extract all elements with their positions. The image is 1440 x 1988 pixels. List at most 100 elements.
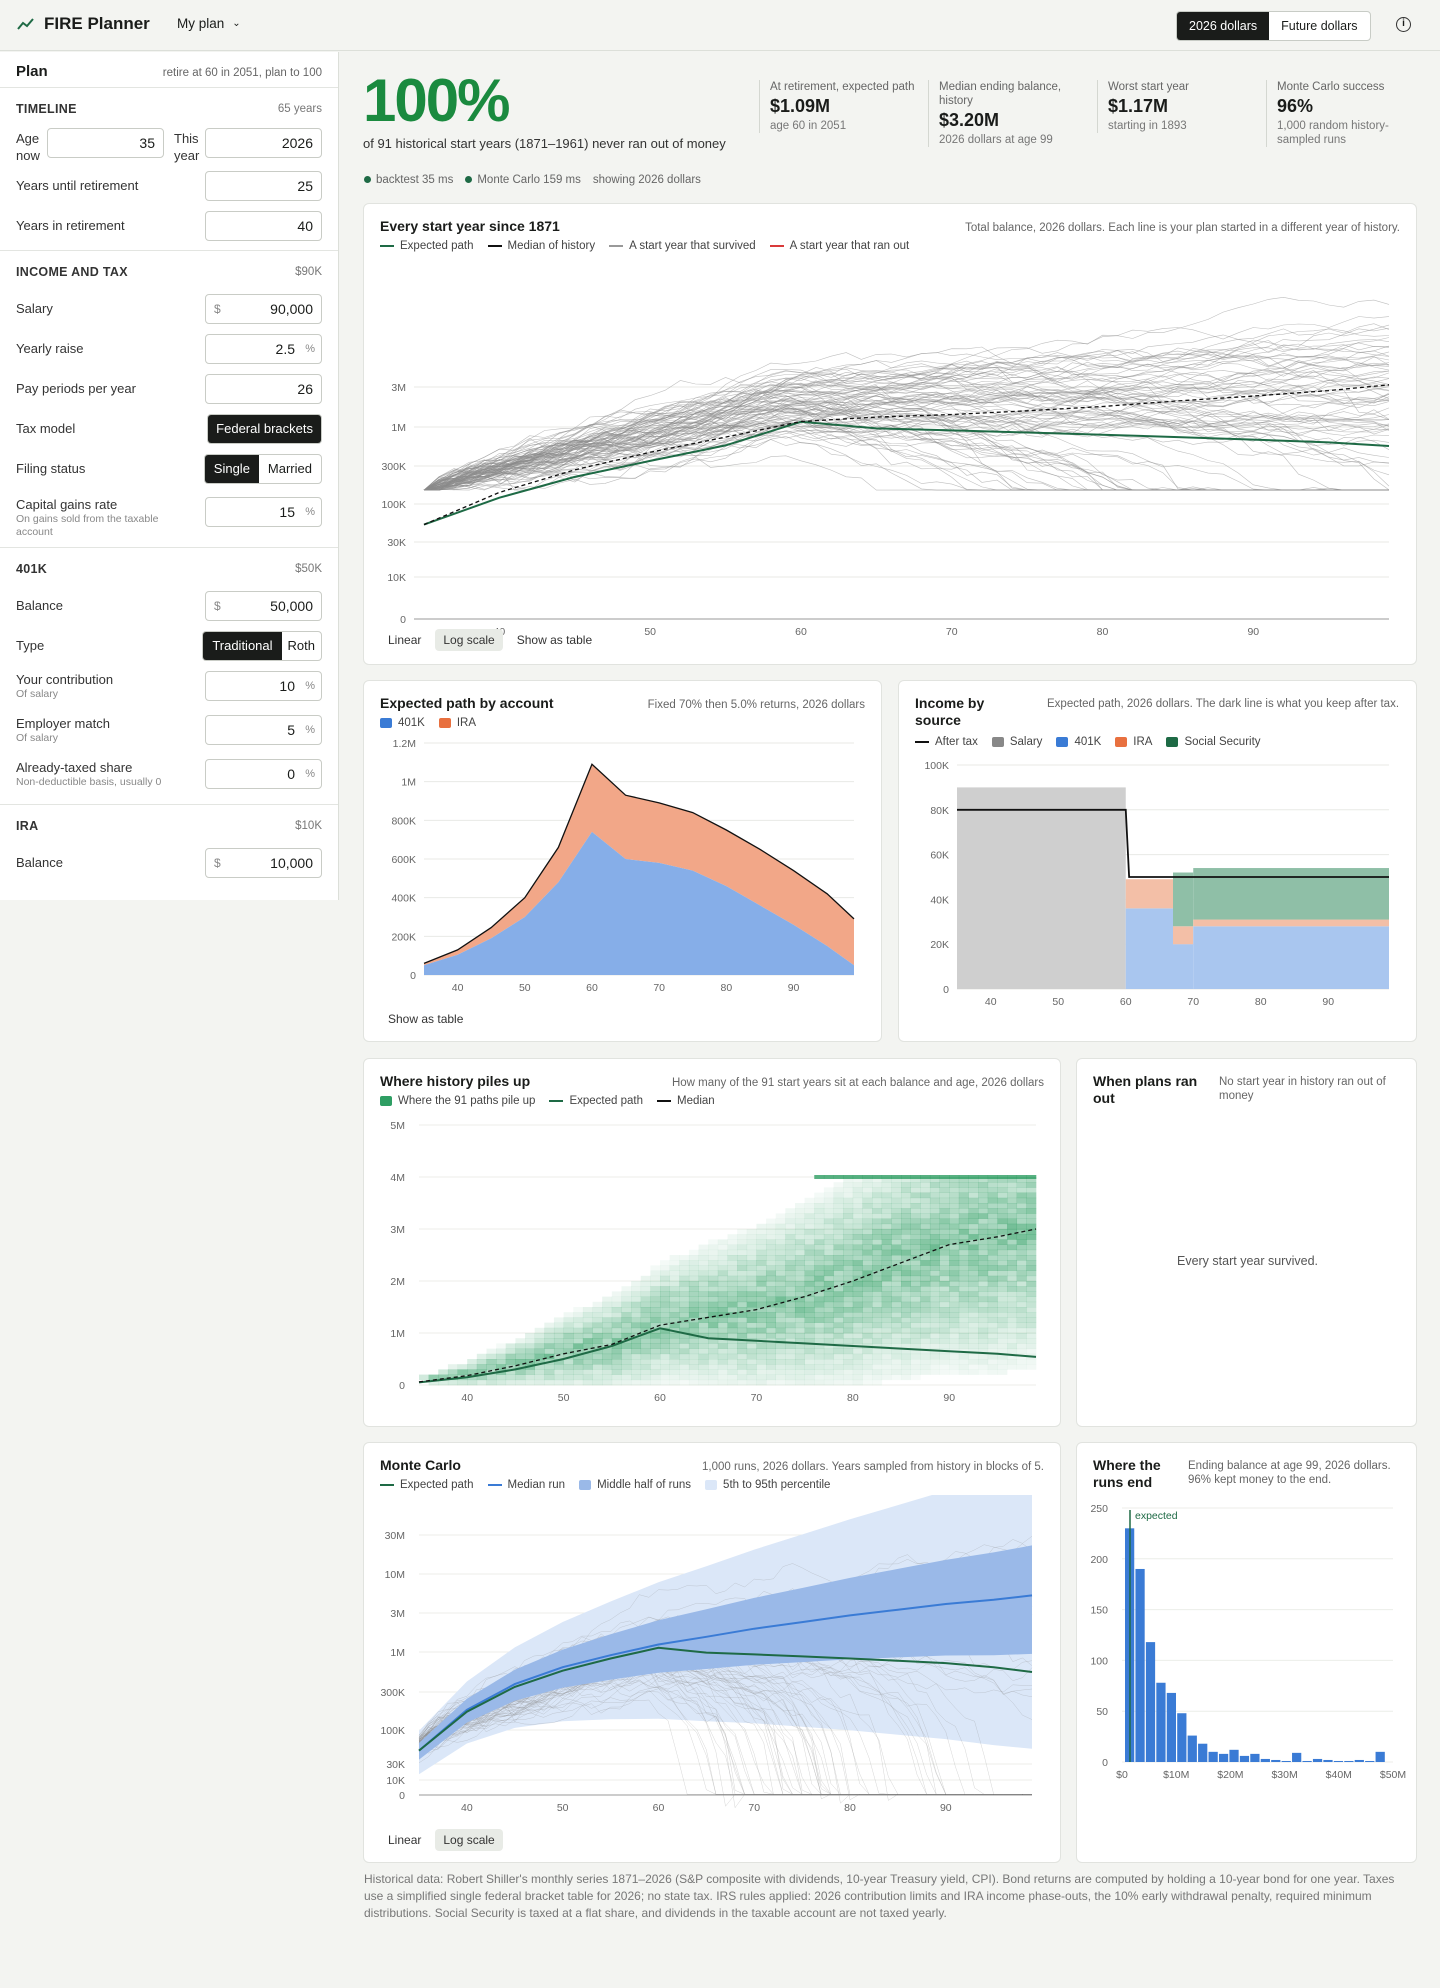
density-cell [746, 1317, 757, 1323]
density-cell [1007, 1244, 1018, 1251]
pct-suffix: % [305, 724, 315, 736]
density-cell [582, 1307, 593, 1313]
contrib-input[interactable]: 10% [205, 671, 322, 701]
density-cell [727, 1374, 738, 1381]
density-cell [602, 1307, 613, 1313]
legend-item: IRA [1115, 736, 1152, 748]
info-icon[interactable]: i [1396, 17, 1411, 32]
density-cell [881, 1286, 892, 1292]
density-cell [872, 1177, 883, 1183]
density-cell [621, 1353, 632, 1360]
density-cell [602, 1338, 613, 1344]
density-cell [457, 1364, 468, 1370]
histogram-bar [1208, 1751, 1218, 1762]
section-title: TIMELINE [16, 102, 77, 116]
density-cell [968, 1364, 979, 1370]
ira-balance-input[interactable]: $10,000 [205, 848, 322, 878]
log-scale-button[interactable]: Log scale [435, 1829, 503, 1851]
age-input[interactable]: 35 [47, 128, 164, 158]
show-table-button[interactable]: Show as table [516, 633, 593, 647]
density-cell [891, 1348, 902, 1355]
future-dollars-button[interactable]: Future dollars [1281, 19, 1358, 33]
density-cell [872, 1260, 883, 1266]
mc-run [418, 1655, 1032, 1795]
years-in-input[interactable]: 40 [205, 211, 322, 241]
type-roth[interactable]: Roth [287, 638, 315, 653]
density-cell [891, 1234, 902, 1240]
legend-item: Social Security [1166, 736, 1261, 748]
periods-input[interactable]: 26 [205, 374, 322, 404]
density-cell [929, 1192, 940, 1199]
type-traditional[interactable]: Traditional [203, 632, 282, 660]
density-cell [544, 1348, 555, 1355]
density-cell [640, 1296, 651, 1303]
density-cell [814, 1379, 825, 1386]
density-cell [688, 1260, 699, 1266]
show-table-button[interactable]: Show as table [388, 1012, 464, 1026]
density-cell [1016, 1301, 1027, 1308]
density-cell [881, 1187, 892, 1193]
density-cell [669, 1353, 680, 1360]
taxmodel-select[interactable]: Federal brackets [207, 414, 322, 444]
stat-value: $3.20M [939, 110, 1000, 130]
density-cell [881, 1182, 892, 1188]
density-cell [920, 1343, 931, 1349]
plan-menu[interactable]: My plan ⌄ [177, 16, 241, 31]
density-cell [553, 1369, 564, 1375]
density-cell [997, 1218, 1008, 1225]
year-input[interactable]: 2026 [205, 128, 322, 158]
salary-input[interactable]: $90,000 [205, 294, 322, 324]
match-input[interactable]: 5% [205, 715, 322, 745]
k401-balance-input[interactable]: $50,000 [205, 591, 322, 621]
density-cell [881, 1249, 892, 1256]
density-cell [891, 1182, 902, 1188]
logo[interactable]: FIRE Planner [16, 14, 150, 34]
density-cell [929, 1182, 940, 1188]
cg-input[interactable]: 15% [205, 497, 322, 527]
legend-item: Median [656, 1095, 715, 1107]
density-cell [1026, 1286, 1037, 1292]
density-cell [910, 1353, 921, 1360]
density-cell [978, 1265, 989, 1271]
y-tick-label: 5M [390, 1120, 405, 1132]
density-cell [843, 1359, 854, 1365]
density-cell [602, 1353, 613, 1360]
density-cell [814, 1223, 825, 1230]
density-cell [814, 1327, 825, 1334]
density-cell [534, 1353, 545, 1360]
linear-button[interactable]: Linear [388, 633, 422, 647]
pct-suffix: % [305, 506, 315, 518]
density-cell [698, 1255, 709, 1261]
density-cell [496, 1374, 507, 1381]
density-cell [920, 1348, 931, 1355]
density-cell [660, 1281, 670, 1287]
x-tick-label: 80 [1097, 626, 1109, 638]
x-tick-label: 50 [558, 1392, 570, 1404]
density-cell [669, 1281, 680, 1287]
raise-input[interactable]: 2.5% [205, 334, 322, 364]
density-cell [679, 1260, 690, 1266]
density-cell [794, 1348, 805, 1355]
linear-button[interactable]: Linear [388, 1833, 422, 1847]
density-cell [804, 1317, 815, 1323]
filing-single[interactable]: Single [204, 455, 259, 483]
today-dollars-button[interactable]: 2026 dollars [1177, 12, 1270, 40]
filing-married[interactable]: Married [267, 461, 312, 476]
density-cell [958, 1213, 969, 1219]
density-cell [544, 1353, 555, 1360]
density-cell [1016, 1343, 1027, 1349]
years-until-input[interactable]: 25 [205, 171, 322, 201]
density-cell [756, 1307, 767, 1313]
sidebar-title: Plan [16, 63, 48, 80]
density-cell [525, 1379, 535, 1386]
density-cell [582, 1343, 593, 1349]
density-cell [1026, 1197, 1037, 1204]
density-cell [1007, 1197, 1018, 1204]
mc-run [418, 1659, 1032, 1804]
taxed-input[interactable]: 0% [205, 759, 322, 789]
log-scale-button[interactable]: Log scale [435, 629, 503, 651]
histogram-bar [1344, 1760, 1354, 1762]
density-cell [1016, 1281, 1027, 1287]
density-cell [1016, 1223, 1027, 1230]
density-cell [650, 1281, 661, 1287]
